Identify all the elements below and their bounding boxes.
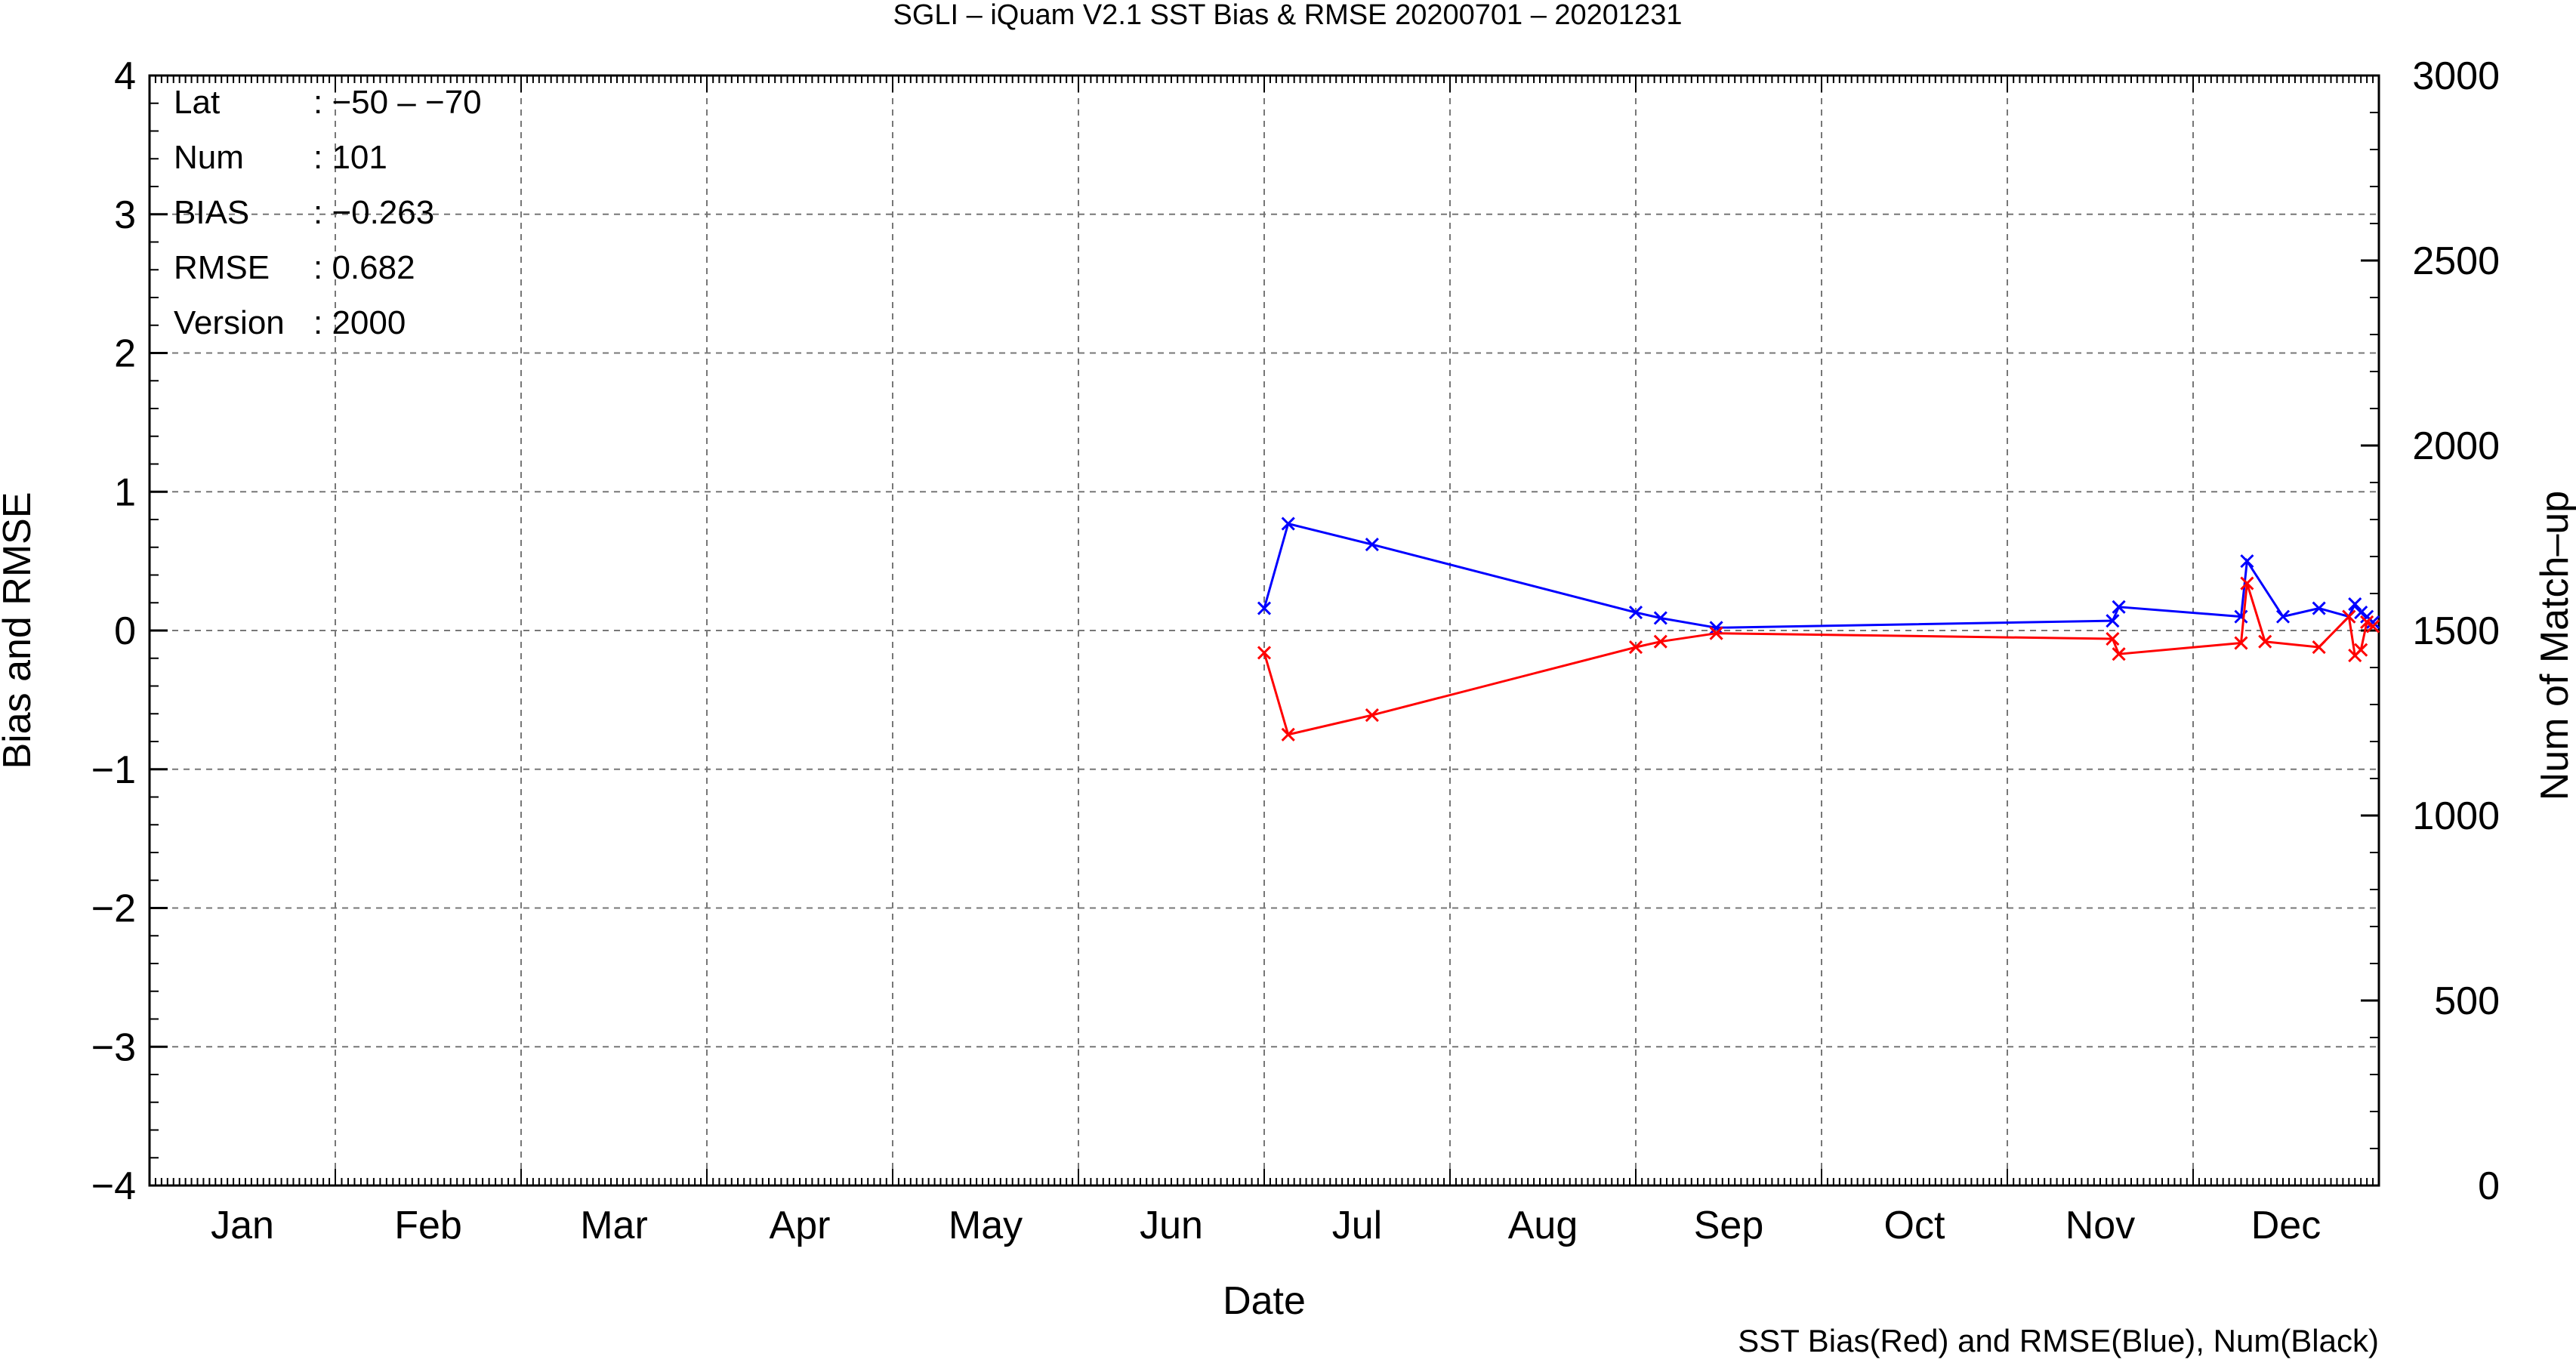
data-point: [1365, 538, 1379, 552]
x-axis-title: Date: [1223, 1279, 1306, 1323]
data-point: [1281, 516, 1295, 531]
info-value: : −0.263: [313, 194, 434, 231]
data-point: [2354, 606, 2368, 620]
data-point: [1281, 727, 1295, 742]
y2-tick-label: 1500: [2412, 609, 2500, 653]
data-point: [1709, 621, 1723, 635]
y-tick-label: 1: [114, 470, 136, 514]
x-tick-label: Mar: [580, 1204, 648, 1247]
y2-tick-label: 500: [2434, 979, 2500, 1023]
y-tick-label: 0: [114, 609, 136, 653]
series-bias: [1257, 576, 2380, 742]
data-point: [2112, 647, 2126, 661]
data-point: [1653, 634, 1667, 649]
plot-frame: [148, 74, 2380, 1187]
info-label: Num: [174, 139, 244, 176]
data-point: [2106, 631, 2120, 646]
x-tick-label: Jan: [211, 1204, 274, 1247]
info-value: : 101: [313, 139, 387, 176]
data-point: [1653, 611, 1667, 625]
info-label: Lat: [174, 84, 220, 121]
x-tick-label: Feb: [394, 1204, 462, 1247]
y2-axis-title: Num of Match–up: [2533, 491, 2576, 800]
y-axis-ticks: [150, 74, 168, 1187]
data-point: [1709, 626, 1723, 640]
x-tick-label: Aug: [1508, 1204, 1578, 1247]
x-axis-labels: Jan Feb Mar Apr May Jun Jul Aug Sep Oct Nov Dec: [211, 1204, 2321, 1247]
y2-tick-label: 3000: [2412, 54, 2500, 98]
x-tick-label: Dec: [2251, 1204, 2321, 1247]
data-point: [2342, 609, 2356, 624]
y-tick-label: −1: [91, 748, 136, 792]
info-value: : 2000: [313, 304, 406, 341]
data-point: [2365, 619, 2380, 634]
chart-title: SGLI – iQuam V2.1 SST Bias & RMSE 202007…: [893, 0, 1683, 31]
data-point: [2360, 615, 2374, 630]
data-point: [2234, 636, 2248, 650]
info-value: : 0.682: [313, 249, 415, 286]
data-point: [1628, 606, 1643, 620]
data-point: [2348, 597, 2362, 612]
data-point: [2365, 615, 2380, 630]
data-point: [1628, 640, 1643, 655]
data-point: [2112, 600, 2126, 614]
y2-tick-label: 2000: [2412, 424, 2500, 468]
y-tick-label: 2: [114, 332, 136, 376]
data-point: [1257, 601, 1272, 615]
info-label: RMSE: [174, 249, 270, 286]
data-point: [2240, 554, 2254, 569]
data-point: [1365, 708, 1379, 723]
x-tick-label: Apr: [770, 1204, 831, 1247]
series-rmse: [1257, 516, 2380, 635]
x-tick-label: Oct: [1884, 1204, 1945, 1247]
data-point: [2312, 640, 2326, 655]
series-line: [1263, 522, 2374, 629]
data-point: [2240, 576, 2254, 590]
legend-footer: SST Bias(Red) and RMSE(Blue), Num(Black): [1738, 1323, 2379, 1358]
grid: [150, 76, 2379, 1186]
data-point: [2354, 643, 2368, 657]
info-label: Version: [174, 304, 285, 341]
x-tick-label: Jun: [1140, 1204, 1203, 1247]
y-tick-label: −2: [91, 887, 136, 931]
y2-tick-label: 2500: [2412, 239, 2500, 283]
info-box: Lat : −50 – −70 Num : 101 BIAS : −0.263 RMSE : …: [174, 84, 482, 341]
y-tick-label: −3: [91, 1025, 136, 1069]
data-point: [2258, 634, 2272, 649]
data-point: [2275, 609, 2291, 624]
y2-tick-label: 0: [2478, 1164, 2500, 1208]
x-tick-label: Nov: [2065, 1204, 2135, 1247]
y2-axis-labels: 0 500 1000 1500 2000 2500 3000: [2412, 54, 2500, 1208]
y-axis-labels: −4 −3 −2 −1 0 1 2 3 4: [91, 54, 136, 1208]
data-point: [2312, 601, 2326, 615]
x-tick-label: May: [949, 1204, 1023, 1247]
y-axis-title: Bias and RMSE: [0, 492, 39, 769]
y-tick-label: 4: [114, 54, 136, 98]
data-point: [2106, 614, 2120, 628]
y2-tick-label: 1000: [2412, 794, 2500, 838]
y-tick-label: −4: [91, 1164, 136, 1208]
x-tick-label: Sep: [1694, 1204, 1764, 1247]
series-layer: [1257, 516, 2380, 742]
x-tick-label: Jul: [1332, 1204, 1382, 1247]
data-point: [1257, 646, 1272, 660]
info-value: : −50 – −70: [313, 84, 482, 121]
series-line: [1263, 583, 2374, 736]
info-label: BIAS: [174, 194, 249, 231]
y-tick-label: 3: [114, 193, 136, 237]
